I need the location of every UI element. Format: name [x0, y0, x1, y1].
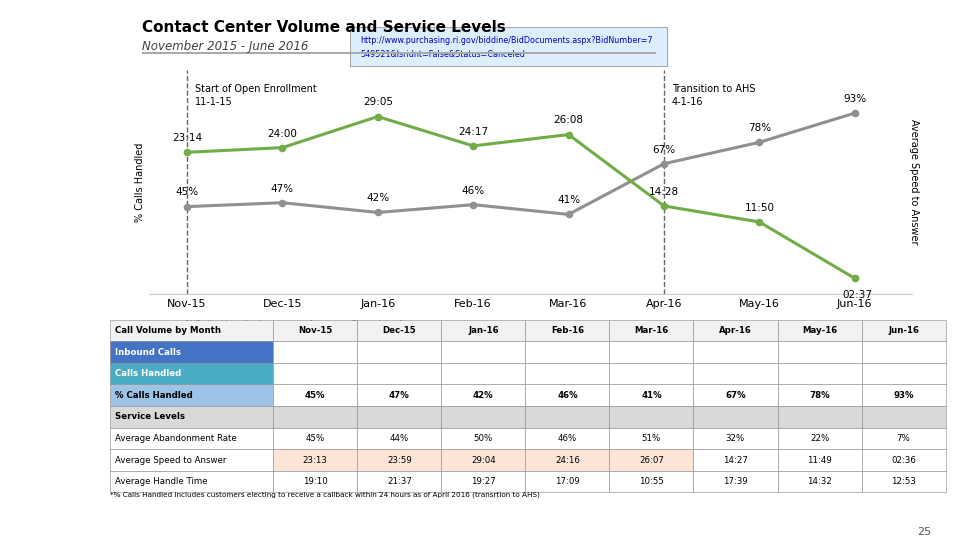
Text: 23:14: 23:14: [172, 133, 202, 143]
Text: 29:04: 29:04: [471, 456, 495, 464]
Legend: %Calls Handled, Average Speed to Answer: %Calls Handled, Average Speed to Answer: [154, 316, 437, 334]
Text: 22,638: 22,638: [803, 369, 836, 378]
Text: 46%: 46%: [557, 391, 578, 400]
Text: 67%: 67%: [653, 145, 676, 154]
Text: 40,317: 40,317: [719, 348, 753, 356]
Text: 10:55: 10:55: [639, 477, 664, 486]
Text: 549521&lsridnt=False&Status=Canceled: 549521&lsridnt=False&Status=Canceled: [360, 51, 525, 59]
Text: 50,472: 50,472: [551, 348, 584, 356]
Text: 23,358: 23,358: [551, 369, 584, 378]
Text: 41%: 41%: [557, 195, 580, 205]
Text: 51%: 51%: [642, 434, 661, 443]
Text: 42%: 42%: [473, 391, 493, 400]
Text: 26,135: 26,135: [467, 369, 500, 378]
Text: 02:37: 02:37: [843, 290, 873, 300]
Text: Average Handle Time: Average Handle Time: [115, 477, 207, 486]
Text: 47%: 47%: [389, 391, 410, 400]
Text: Start of Open Enrollment: Start of Open Enrollment: [195, 84, 317, 93]
Text: 46%: 46%: [558, 434, 577, 443]
Text: Service Levels: Service Levels: [115, 413, 185, 421]
Text: Average Speed to Answer: Average Speed to Answer: [115, 456, 227, 464]
Text: 23:13: 23:13: [302, 456, 327, 464]
Text: 46%: 46%: [462, 186, 485, 195]
Text: 39,502: 39,502: [299, 348, 332, 356]
Text: 11:49: 11:49: [807, 456, 832, 464]
Text: 17,688: 17,688: [299, 369, 332, 378]
Text: 24:16: 24:16: [555, 456, 580, 464]
Text: 23:59: 23:59: [387, 456, 412, 464]
Text: 19:27: 19:27: [471, 477, 495, 486]
Text: 93%: 93%: [843, 94, 866, 104]
Text: 41%: 41%: [641, 391, 661, 400]
Y-axis label: Average Speed to Answer: Average Speed to Answer: [909, 119, 919, 245]
Text: 14:28: 14:28: [649, 187, 679, 197]
Text: 29,063: 29,063: [803, 348, 836, 356]
Text: 25: 25: [917, 526, 931, 537]
Text: 11:50: 11:50: [744, 203, 775, 213]
Text: 45%: 45%: [305, 434, 324, 443]
Text: 27,664: 27,664: [382, 369, 416, 378]
Text: Contact Center Volume and Service Levels: Contact Center Volume and Service Levels: [142, 21, 506, 36]
Text: 12:53: 12:53: [891, 477, 916, 486]
Text: 45%: 45%: [176, 187, 199, 198]
Text: May-16: May-16: [802, 326, 837, 335]
Text: 22%: 22%: [810, 434, 829, 443]
Text: 19:10: 19:10: [303, 477, 327, 486]
Text: November 2015 - June 2016: November 2015 - June 2016: [142, 39, 308, 53]
Y-axis label: % Calls Handled: % Calls Handled: [134, 143, 145, 222]
Text: % Calls Handled: % Calls Handled: [115, 391, 193, 400]
Text: http://www.purchasing.ri.gov/biddine/BidDocuments.aspx?BidNumber=7: http://www.purchasing.ri.gov/biddine/Bid…: [360, 36, 653, 45]
Text: 50%: 50%: [473, 434, 493, 443]
Text: Calls Handled: Calls Handled: [115, 369, 181, 378]
Text: 32%: 32%: [726, 434, 745, 443]
Text: 78%: 78%: [748, 123, 771, 133]
Text: Feb-16: Feb-16: [551, 326, 584, 335]
Text: 42%: 42%: [366, 193, 390, 204]
Text: 02:36: 02:36: [891, 456, 916, 464]
Text: 29,698: 29,698: [887, 348, 921, 356]
Text: 27,029: 27,029: [719, 369, 753, 378]
Text: 14:27: 14:27: [723, 456, 748, 464]
Text: 45%: 45%: [305, 391, 325, 400]
Text: 62,210: 62,210: [467, 348, 500, 356]
Text: Mar-16: Mar-16: [635, 326, 668, 335]
Text: Jun-16: Jun-16: [888, 326, 919, 335]
Text: Nov-15: Nov-15: [299, 326, 332, 335]
Text: 67%: 67%: [725, 391, 746, 400]
Text: Dec-15: Dec-15: [382, 326, 416, 335]
Text: 17:39: 17:39: [723, 477, 748, 486]
Text: 93%: 93%: [894, 391, 914, 400]
Text: 26:07: 26:07: [639, 456, 664, 464]
Text: 49,851: 49,851: [635, 348, 668, 356]
Text: 24:17: 24:17: [458, 127, 489, 137]
Text: Apr-16: Apr-16: [719, 326, 752, 335]
Text: 11-1-15: 11-1-15: [195, 97, 232, 107]
Text: 4-1-16: 4-1-16: [672, 97, 703, 107]
Text: 78%: 78%: [809, 391, 829, 400]
Text: Call Volume by Month: Call Volume by Month: [115, 326, 221, 335]
Text: 17:09: 17:09: [555, 477, 580, 486]
Text: 14:32: 14:32: [807, 477, 832, 486]
Text: 47%: 47%: [271, 184, 294, 194]
Text: 29:05: 29:05: [363, 97, 393, 107]
Text: 7%: 7%: [897, 434, 910, 443]
Text: 21:37: 21:37: [387, 477, 412, 486]
Text: 20,334: 20,334: [635, 369, 668, 378]
Text: Transition to AHS: Transition to AHS: [672, 84, 756, 93]
Text: Jan-16: Jan-16: [468, 326, 498, 335]
Text: 24:00: 24:00: [268, 129, 298, 138]
Text: 58,786: 58,786: [383, 348, 416, 356]
Text: 27,625: 27,625: [887, 369, 921, 378]
Text: Average Abandonment Rate: Average Abandonment Rate: [115, 434, 237, 443]
Text: Inbound Calls: Inbound Calls: [115, 348, 181, 356]
Text: 44%: 44%: [390, 434, 409, 443]
Text: *% Calls Handled includes customers electing to receive a callback within 24 hou: *% Calls Handled includes customers elec…: [110, 491, 540, 498]
Text: 26:08: 26:08: [554, 116, 584, 125]
